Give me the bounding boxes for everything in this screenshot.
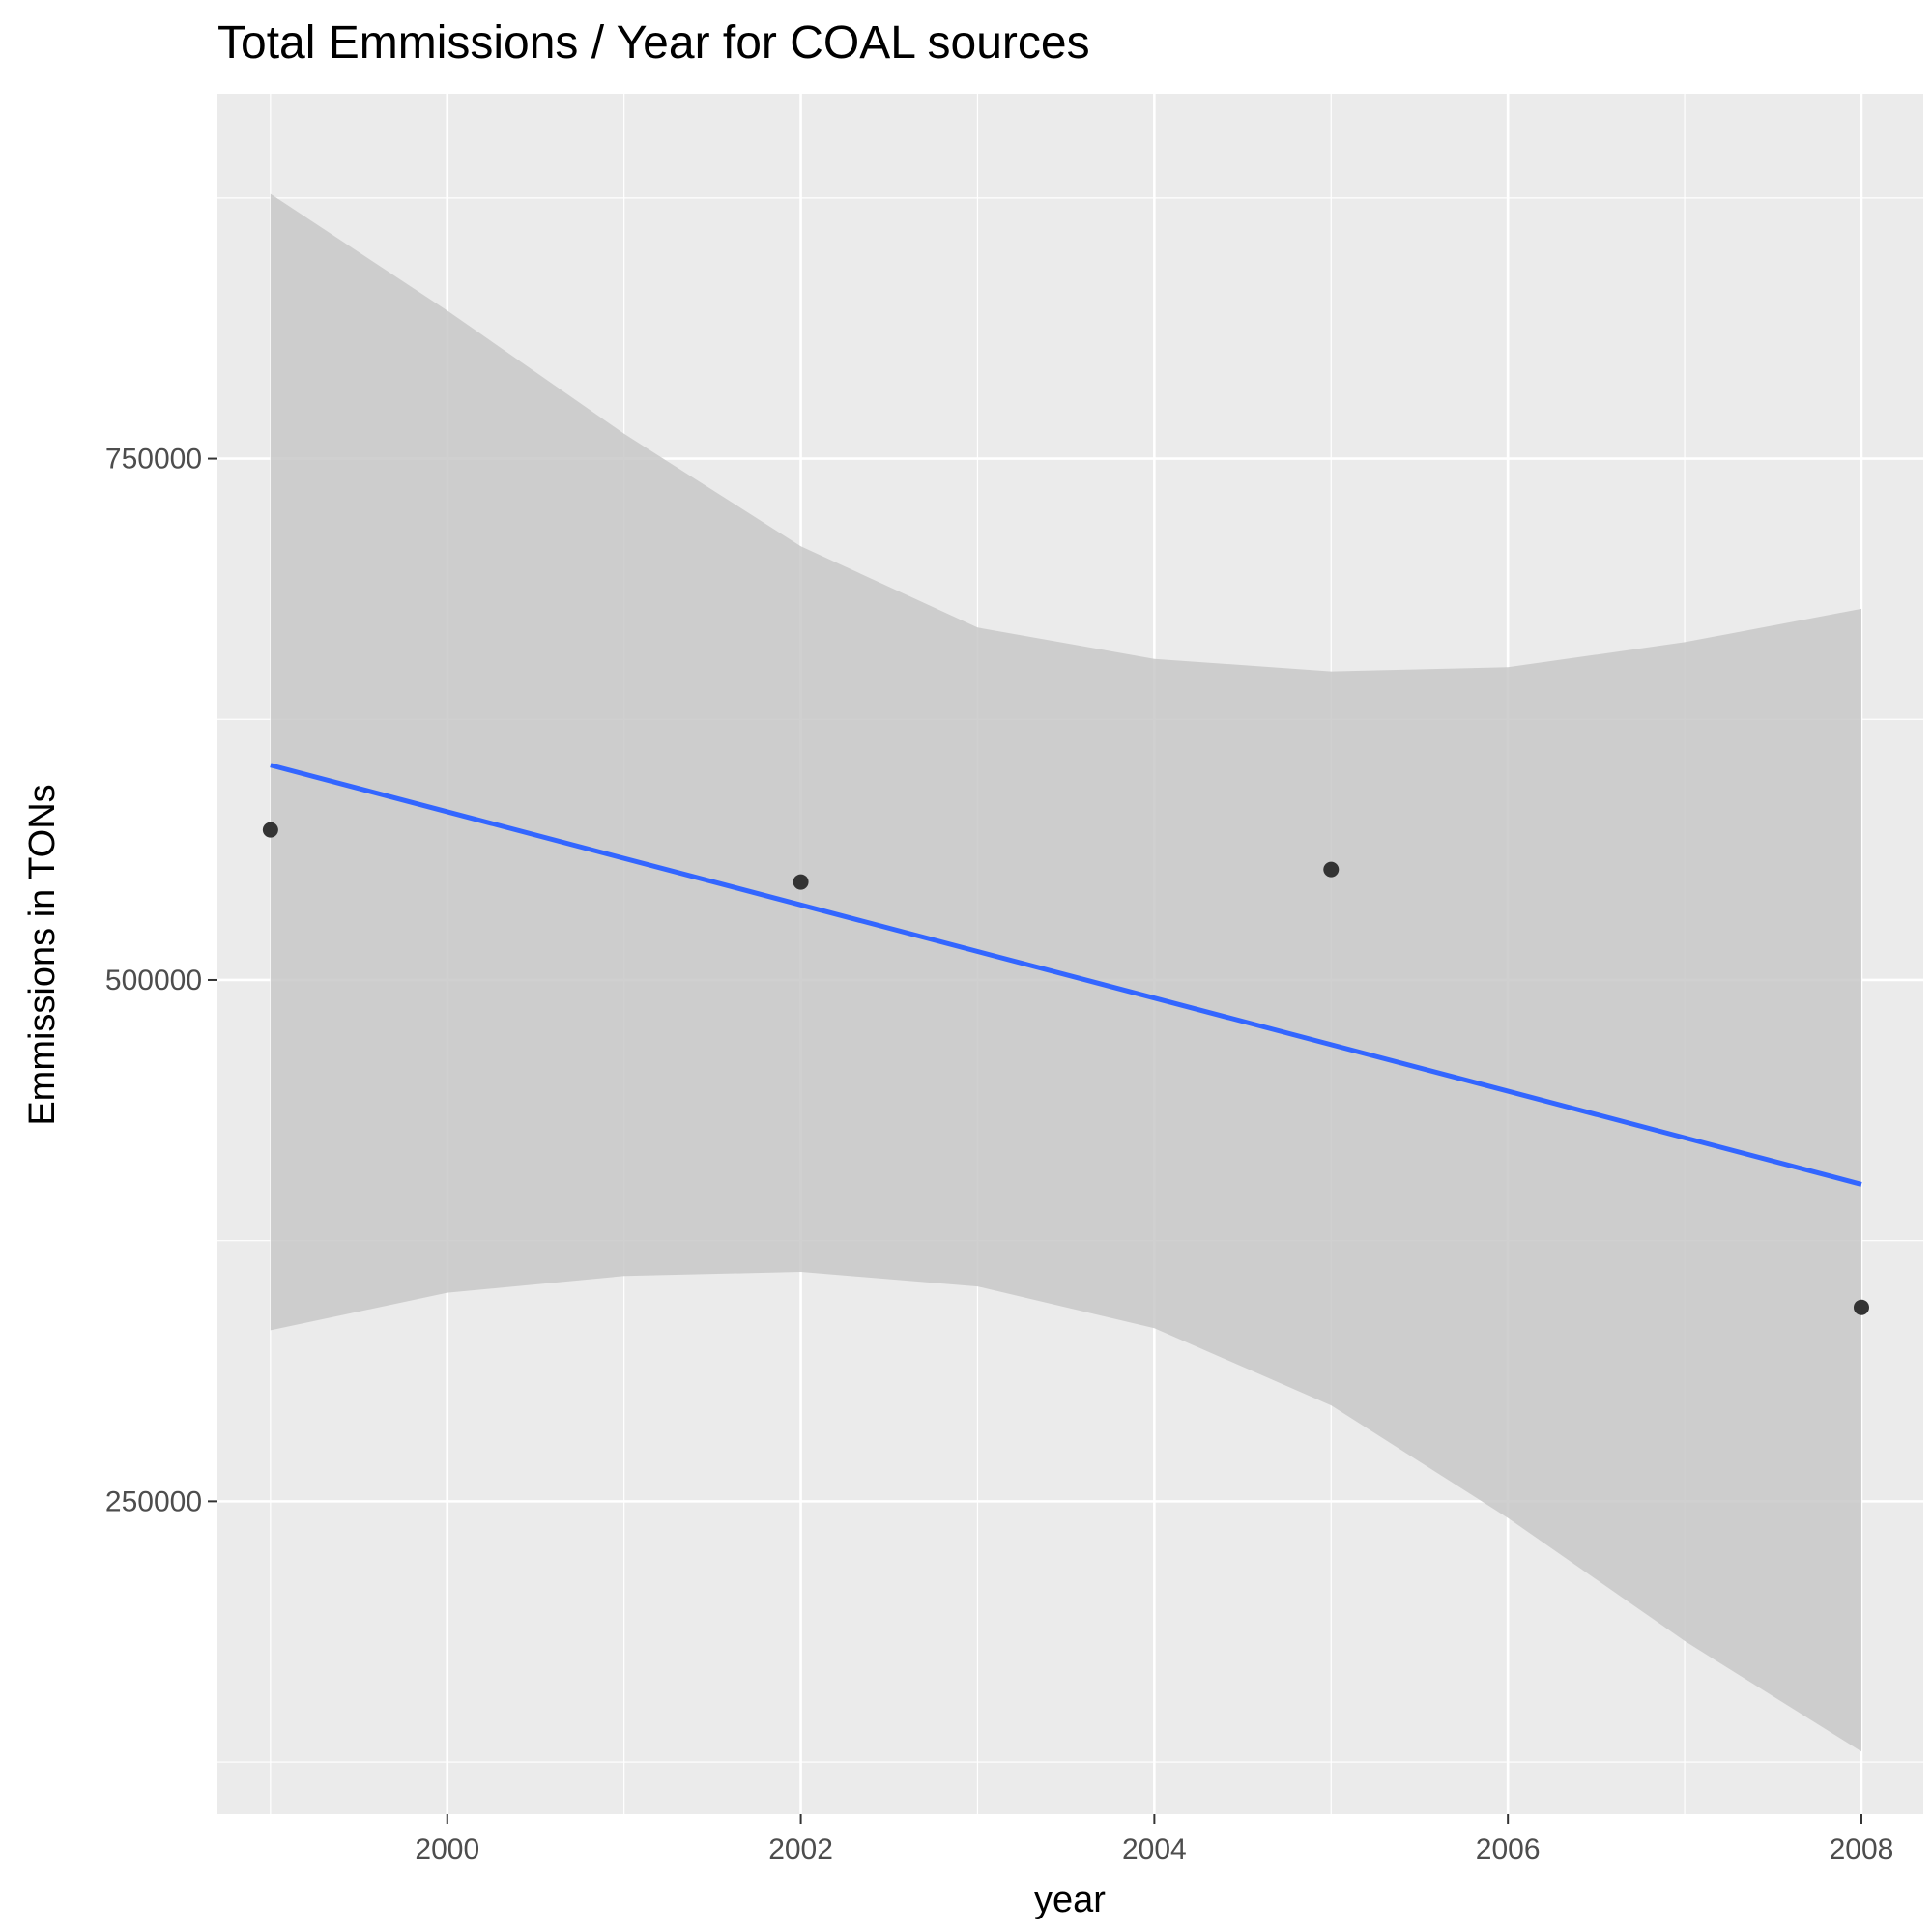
data-point	[262, 822, 278, 838]
x-tick-label: 2000	[415, 1833, 479, 1865]
x-tick-label: 2008	[1830, 1833, 1894, 1865]
data-point	[793, 874, 809, 890]
y-axis: 250000 500000 750000	[105, 444, 217, 1517]
data-point	[1323, 861, 1340, 878]
y-tick-label: 500000	[105, 965, 202, 996]
chart-title: Total Emmissions / Year for COAL sources	[217, 17, 1090, 69]
data-points	[262, 822, 1869, 1315]
y-axis-title: Emmissions in TONs	[22, 784, 63, 1125]
data-point	[1853, 1299, 1869, 1315]
x-axis-title: year	[1034, 1880, 1106, 1920]
x-tick-label: 2004	[1122, 1833, 1187, 1865]
x-axis: 2000 2002 2004 2006 2008	[415, 1814, 1893, 1865]
y-tick-label: 250000	[105, 1485, 202, 1517]
x-tick-label: 2006	[1476, 1833, 1541, 1865]
y-tick-label: 750000	[105, 444, 202, 476]
x-tick-label: 2002	[768, 1833, 833, 1865]
trend-line	[270, 763, 1862, 1187]
